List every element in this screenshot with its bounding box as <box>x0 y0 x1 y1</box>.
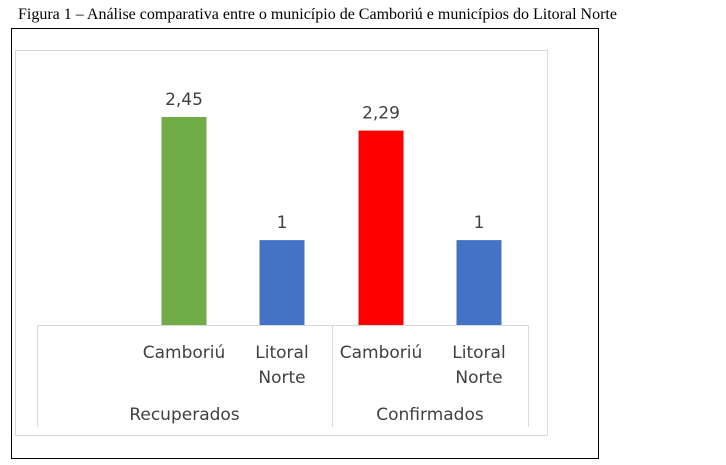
group-label: Recuperados <box>129 405 239 425</box>
category-tick-label: Norte <box>258 368 305 388</box>
category-tick-label: Camboriú <box>340 343 423 363</box>
data-label: 2,29 <box>362 104 400 124</box>
group-label: Confirmados <box>376 405 484 425</box>
bar-recuperados-0 <box>161 117 207 325</box>
data-label: 1 <box>277 213 288 233</box>
category-tick-label: Litoral <box>452 343 505 363</box>
data-label: 1 <box>474 213 485 233</box>
labels: 2,45 Camboriú 1 Litoral Norte Recuperados 2,29… <box>129 90 505 425</box>
data-label: 2,45 <box>165 90 203 110</box>
category-tick-label: Norte <box>455 368 502 388</box>
plot-area-border <box>15 50 548 436</box>
bar-recuperados-1 <box>259 240 305 325</box>
bar-confirmados-0 <box>358 130 404 325</box>
bars <box>161 117 502 325</box>
category-tick-label: Litoral <box>255 343 308 363</box>
bar-confirmados-1 <box>456 240 502 325</box>
figure-caption: Figura 1 – Análise comparativa entre o m… <box>18 6 617 23</box>
figure-frame <box>11 28 599 459</box>
axis-lines <box>37 325 529 427</box>
category-tick-label: Camboriú <box>143 343 226 363</box>
